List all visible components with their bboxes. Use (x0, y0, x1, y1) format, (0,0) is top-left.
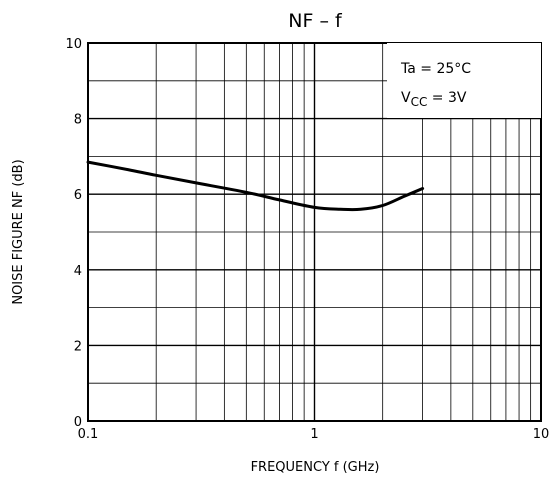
y-tick-label: 10 (65, 37, 82, 52)
x-tick-label: 0.1 (78, 427, 99, 442)
x-tick-labels: 0.1 1 10 (78, 427, 550, 442)
series-line (86, 160, 425, 212)
vcc-main: V (401, 90, 411, 106)
x-tick-label: 10 (533, 427, 550, 442)
y-tick-label: 2 (74, 339, 82, 354)
condition-vcc: VCC = 3V (401, 90, 467, 109)
y-tick-label: 4 (74, 264, 82, 279)
condition-ta: Ta = 25°C (400, 61, 471, 77)
y-tick-label: 8 (74, 113, 82, 128)
x-axis-label: FREQUENCY f (GHz) (251, 460, 380, 475)
chart-title: NF – f (288, 10, 343, 32)
x-tick-label: 1 (310, 427, 318, 442)
vcc-subscript: CC (411, 95, 428, 109)
plot-frame (87, 42, 542, 422)
y-axis-label: NOISE FIGURE NF (dB) (11, 159, 26, 304)
vcc-value: = 3V (427, 90, 467, 106)
y-tick-labels: 0 2 4 6 8 10 (65, 37, 82, 430)
y-tick-label: 0 (74, 415, 82, 430)
y-tick-label: 6 (74, 188, 82, 203)
conditions-box: Ta = 25°C VCC = 3V (387, 43, 541, 118)
